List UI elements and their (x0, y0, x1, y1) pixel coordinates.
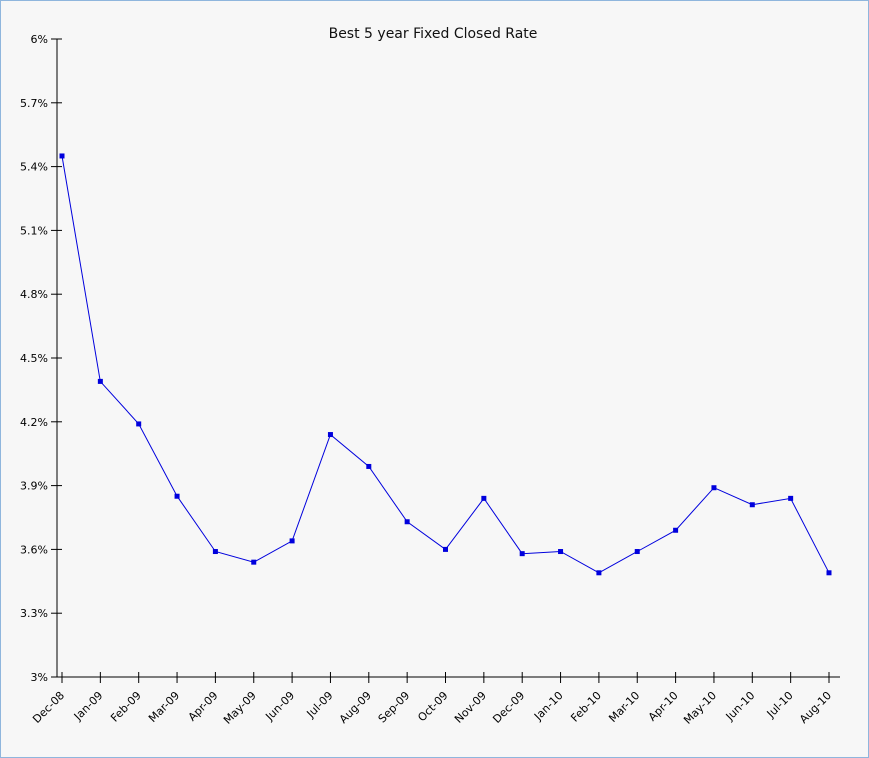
y-tick-label: 5.4% (20, 161, 48, 174)
data-point (596, 570, 602, 576)
data-point (749, 502, 755, 508)
chart-axes (56, 39, 840, 678)
series-group (59, 153, 832, 576)
y-tick-label: 4.8% (20, 288, 48, 301)
data-point (788, 495, 794, 501)
data-point (289, 538, 295, 544)
x-tick-label: Sep-09 (376, 689, 413, 726)
chart-title: Best 5 year Fixed Closed Rate (329, 26, 538, 42)
y-tick-label: 3% (31, 671, 48, 684)
y-tick-label: 5.7% (20, 97, 48, 110)
y-tick-label: 3.3% (20, 607, 48, 620)
x-tick-label: Jul-09 (304, 689, 336, 721)
data-point (443, 546, 448, 552)
x-tick-label: Mar-09 (146, 689, 182, 725)
x-tick-label: Jan-09 (71, 689, 106, 724)
data-point (136, 421, 142, 427)
data-point (404, 519, 410, 525)
x-tick-label: Dec-08 (30, 689, 67, 726)
x-tick-label: Jan-10 (531, 689, 566, 724)
y-tick-label: 5.1% (20, 224, 48, 237)
y-tick-label: 3.9% (20, 480, 48, 493)
data-point (711, 485, 717, 491)
x-tick-label: Nov-09 (452, 689, 489, 726)
x-tick-label: Jul-10 (764, 689, 796, 721)
x-tick-label: Apr-10 (646, 689, 681, 724)
x-tick-label: May-09 (221, 689, 259, 727)
series-line (61, 155, 830, 574)
data-point (212, 549, 218, 555)
data-point (558, 549, 564, 555)
x-tick-label: Apr-09 (186, 689, 221, 724)
data-point (634, 549, 640, 555)
data-point (59, 153, 65, 159)
x-tick-label: Feb-10 (568, 689, 604, 725)
y-tick-label: 4.2% (20, 416, 48, 429)
x-tick-label: Oct-09 (415, 689, 450, 724)
y-tick-label: 6% (31, 33, 48, 46)
x-axis-ticks: Dec-08 Jan-09 Feb-09 Mar-09 Apr-09 May-09 Jun-… (30, 672, 834, 727)
x-tick-label: Jun-09 (262, 689, 297, 724)
x-tick-label: Jun-10 (723, 689, 758, 724)
data-point (366, 463, 372, 469)
data-point (519, 551, 525, 557)
x-tick-label: Aug-09 (337, 689, 374, 726)
data-point (174, 493, 180, 499)
y-tick-label: 3.6% (20, 543, 48, 556)
y-axis-ticks: 3% 3.3% 3.6% 3.9% 4.2% 4.5% 4.8% 5.1% 5.4% 5.7% 6% (20, 33, 62, 684)
data-point (97, 378, 103, 384)
x-tick-label: Dec-09 (490, 689, 527, 726)
x-tick-label: Feb-09 (108, 689, 144, 725)
x-tick-label: Mar-10 (606, 689, 642, 725)
data-point (481, 495, 487, 501)
data-point (826, 570, 832, 576)
data-point (673, 527, 679, 533)
x-tick-label: May-10 (681, 689, 719, 727)
y-tick-label: 4.5% (20, 352, 48, 365)
x-tick-label: Aug-10 (797, 689, 834, 726)
data-point (251, 559, 257, 565)
data-point (327, 432, 333, 438)
